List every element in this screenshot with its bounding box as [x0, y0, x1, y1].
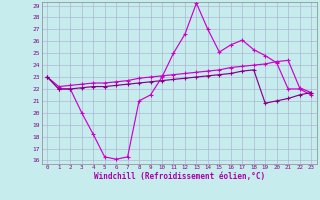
X-axis label: Windchill (Refroidissement éolien,°C): Windchill (Refroidissement éolien,°C) — [94, 172, 265, 181]
